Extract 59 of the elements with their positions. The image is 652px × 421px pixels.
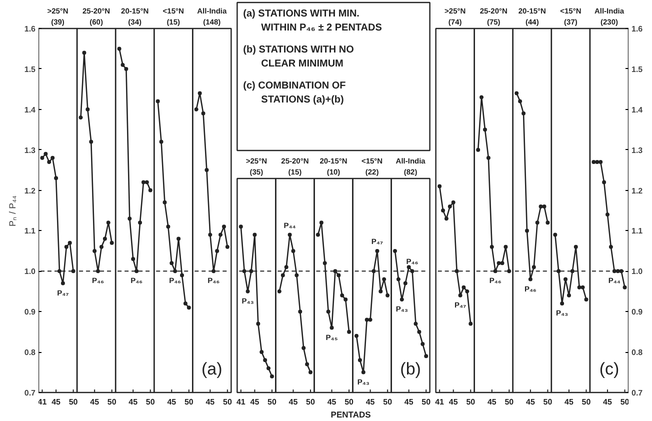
y-tick-label: 1.4 bbox=[24, 105, 36, 114]
x-tick-label: 50 bbox=[344, 398, 354, 406]
y-tick-label: 1.5 bbox=[24, 64, 36, 74]
x-tick-label: 45 bbox=[526, 398, 536, 406]
x-tick-label: 45 bbox=[448, 398, 458, 406]
x-tick-label: 45 bbox=[250, 398, 260, 406]
y-tick-label: 0.7 bbox=[632, 388, 644, 398]
x-tick-label: 45 bbox=[404, 398, 414, 406]
x-tick-label: 50 bbox=[222, 398, 232, 406]
y-tick-label: 1.3 bbox=[24, 146, 36, 155]
x-tick-label: 45 bbox=[564, 398, 574, 406]
x-tick-label: 50 bbox=[268, 398, 277, 406]
x-tick-label: 41 bbox=[236, 398, 246, 406]
x-tick-label: 50 bbox=[422, 398, 432, 406]
x-tick-label: 45 bbox=[603, 398, 613, 406]
x-tick-label: 50 bbox=[466, 398, 476, 406]
y-tick-label: 1.6 bbox=[632, 24, 644, 34]
x-tick-label: 45 bbox=[128, 398, 138, 406]
annotation: (b) STATIONS WITH NO CLEAR MINIMUM bbox=[243, 44, 354, 70]
y-axis-title: Pₙ / P₄₄ bbox=[7, 195, 18, 226]
y-tick-label: 1.3 bbox=[632, 146, 644, 155]
x-tick-label: 45 bbox=[487, 398, 497, 406]
y-tick-label: 1.0 bbox=[632, 267, 644, 276]
annotation: (c) COMBINATION OF STATIONS (a)+(b) bbox=[243, 80, 346, 106]
x-tick-label: 41 bbox=[435, 398, 445, 406]
x-tick-label: 50 bbox=[107, 398, 117, 406]
x-tick-label: 50 bbox=[184, 398, 194, 406]
x-tick-label: 50 bbox=[582, 398, 592, 406]
y-tick-label: 1.4 bbox=[632, 105, 644, 114]
x-tick-label: 50 bbox=[504, 398, 514, 406]
annotation: (b) bbox=[400, 360, 421, 378]
y-tick-label: 1.1 bbox=[632, 226, 644, 236]
y-tick-label: 0.7 bbox=[24, 388, 36, 398]
y-tick-label: 1.6 bbox=[24, 24, 36, 34]
x-tick-label: 50 bbox=[68, 398, 78, 406]
x-axis-title: PENTADS bbox=[330, 410, 372, 420]
y-tick-label: 0.9 bbox=[632, 308, 644, 317]
x-tick-label: 50 bbox=[543, 398, 553, 406]
x-tick-label: 45 bbox=[167, 398, 177, 406]
y-tick-label: 0.8 bbox=[24, 348, 36, 358]
y-tick-label: 1.2 bbox=[632, 186, 644, 196]
annotation: (a) STATIONS WITH MIN. WITHIN P₄₆ ± 2 PENTADS bbox=[243, 8, 382, 34]
y-tick-label: 1.5 bbox=[632, 64, 644, 74]
y-tick-label: 0.8 bbox=[632, 348, 644, 358]
y-tick-label: 0.9 bbox=[24, 308, 36, 317]
x-tick-label: 45 bbox=[52, 398, 62, 406]
y-tick-label: 1.1 bbox=[24, 226, 36, 236]
x-tick-label: 50 bbox=[383, 398, 393, 406]
x-tick-label: 50 bbox=[146, 398, 156, 406]
x-tick-label: 45 bbox=[90, 398, 100, 406]
x-tick-label: 50 bbox=[306, 398, 316, 406]
annotation: (a) bbox=[202, 360, 222, 378]
x-tick-label: 45 bbox=[206, 398, 216, 406]
y-tick-label: 1.0 bbox=[24, 267, 36, 276]
x-tick-label: 45 bbox=[366, 398, 376, 406]
annotation: (c) bbox=[599, 360, 620, 378]
y-tick-label: 1.2 bbox=[24, 186, 36, 196]
x-tick-label: 45 bbox=[288, 398, 298, 406]
x-tick-label: 45 bbox=[327, 398, 337, 406]
